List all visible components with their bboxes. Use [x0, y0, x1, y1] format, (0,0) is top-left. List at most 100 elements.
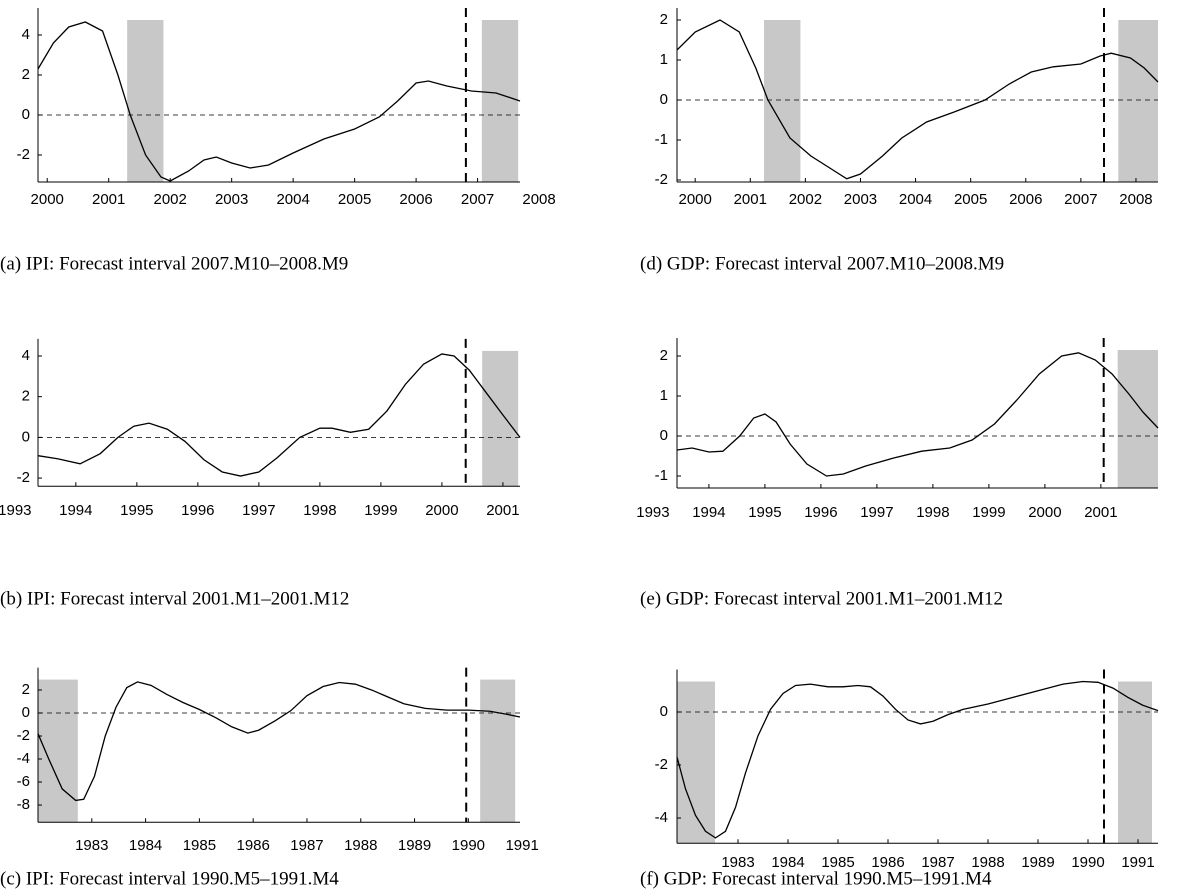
y-tick-label: -4 — [17, 750, 30, 767]
x-tick-label: 1997 — [242, 502, 275, 519]
x-tick-label: 1990 — [452, 837, 485, 854]
x-tick-label: 2008 — [1119, 191, 1152, 208]
recession-band — [482, 350, 519, 487]
y-tick-label: -8 — [17, 796, 30, 813]
x-tick-label: 2003 — [215, 191, 248, 208]
x-tick-label: 1983 — [75, 837, 108, 854]
y-tick-label: -2 — [655, 171, 668, 188]
y-tick-label: -2 — [17, 727, 30, 744]
x-tick-label: 1984 — [771, 854, 804, 871]
caption: (e) GDP: Forecast interval 2001.M1–2001.… — [640, 588, 1003, 609]
caption: (f) GDP: Forecast interval 1990.M5–1991.… — [640, 868, 992, 889]
x-tick-label: 1989 — [1021, 854, 1054, 871]
y-tick-label: 0 — [660, 91, 668, 108]
x-tick-label: 2002 — [789, 191, 822, 208]
series-line — [676, 352, 1159, 477]
recession-band — [1118, 681, 1152, 844]
x-tick-label: 2007 — [461, 191, 494, 208]
recession-band — [677, 681, 715, 844]
recession-band — [1118, 20, 1158, 182]
x-tick-label: 2001 — [1084, 504, 1117, 521]
x-tick-label: 1993 — [636, 504, 669, 521]
x-tick-label: 2000 — [1028, 504, 1061, 521]
y-tick-label: -2 — [655, 756, 668, 773]
x-tick-label: 1988 — [344, 837, 377, 854]
x-tick-label: 1991 — [505, 837, 538, 854]
x-tick-label: 1988 — [971, 854, 1004, 871]
x-tick-label: 1991 — [1121, 854, 1154, 871]
x-tick-label: 2001 — [92, 191, 125, 208]
y-tick-label: 1 — [660, 387, 668, 404]
x-tick-label: 1986 — [236, 837, 269, 854]
x-tick-label: 1985 — [821, 854, 854, 871]
x-tick-label: 2000 — [425, 502, 458, 519]
x-tick-label: 2005 — [954, 191, 987, 208]
x-tick-label: 1998 — [303, 502, 336, 519]
recession-band — [38, 679, 78, 823]
y-tick-label: -1 — [655, 131, 668, 148]
x-tick-label: 1987 — [290, 837, 323, 854]
y-tick-label: -2 — [17, 146, 30, 163]
x-tick-label: 1986 — [871, 854, 904, 871]
x-tick-label: 2001 — [734, 191, 767, 208]
caption: (a) IPI: Forecast interval 2007.M10–2008… — [0, 253, 348, 274]
series-line — [676, 19, 1159, 180]
y-tick-label: 0 — [22, 106, 30, 123]
y-tick-label: 2 — [22, 388, 30, 405]
x-tick-label: 2001 — [486, 502, 519, 519]
recession-band — [127, 20, 164, 182]
recession-band — [480, 679, 516, 823]
x-tick-label: 1996 — [181, 502, 214, 519]
y-tick-label: 1 — [660, 51, 668, 68]
series-line — [676, 680, 1159, 839]
x-tick-label: 2008 — [522, 191, 555, 208]
y-tick-label: 0 — [22, 428, 30, 445]
x-tick-label: 1989 — [398, 837, 431, 854]
x-tick-label: 1996 — [804, 504, 837, 521]
y-tick-label: -4 — [655, 809, 668, 826]
x-tick-label: 1994 — [59, 502, 92, 519]
x-tick-label: 2002 — [153, 191, 186, 208]
x-tick-label: 2000 — [31, 191, 64, 208]
x-tick-label: 1997 — [860, 504, 893, 521]
x-tick-label: 1998 — [916, 504, 949, 521]
y-tick-label: -6 — [17, 773, 30, 790]
x-tick-label: 1999 — [364, 502, 397, 519]
caption: (c) IPI: Forecast interval 1990.M5–1991.… — [0, 868, 339, 889]
y-tick-label: 4 — [22, 26, 30, 43]
x-tick-label: 1990 — [1071, 854, 1104, 871]
caption: (d) GDP: Forecast interval 2007.M10–2008… — [640, 253, 1004, 274]
y-tick-label: -1 — [655, 467, 668, 484]
series-line — [37, 353, 521, 477]
x-tick-label: 1987 — [921, 854, 954, 871]
x-tick-label: 2000 — [678, 191, 711, 208]
series-line — [37, 681, 521, 802]
x-tick-label: 2005 — [338, 191, 371, 208]
y-tick-label: -2 — [17, 469, 30, 486]
y-tick-label: 2 — [22, 66, 30, 83]
x-tick-label: 1985 — [183, 837, 216, 854]
recession-band — [764, 20, 801, 182]
caption: (b) IPI: Forecast interval 2001.M1–2001.… — [0, 588, 349, 609]
x-tick-label: 1995 — [748, 504, 781, 521]
recession-band — [1117, 350, 1158, 488]
x-tick-label: 1995 — [120, 502, 153, 519]
recession-band — [481, 20, 519, 182]
x-tick-label: 1994 — [692, 504, 725, 521]
x-tick-label: 2004 — [899, 191, 932, 208]
x-tick-label: 2006 — [399, 191, 432, 208]
y-tick-label: 4 — [22, 347, 30, 364]
x-tick-label: 2007 — [1064, 191, 1097, 208]
x-tick-label: 2004 — [276, 191, 309, 208]
x-tick-label: 2003 — [844, 191, 877, 208]
y-tick-label: 0 — [660, 703, 668, 720]
x-tick-label: 1984 — [129, 837, 162, 854]
x-tick-label: 1999 — [972, 504, 1005, 521]
y-tick-label: 0 — [660, 427, 668, 444]
y-tick-label: 2 — [22, 681, 30, 698]
y-tick-label: 0 — [22, 704, 30, 721]
y-tick-label: 2 — [660, 347, 668, 364]
x-tick-label: 1983 — [721, 854, 754, 871]
x-tick-label: 1993 — [0, 502, 32, 519]
